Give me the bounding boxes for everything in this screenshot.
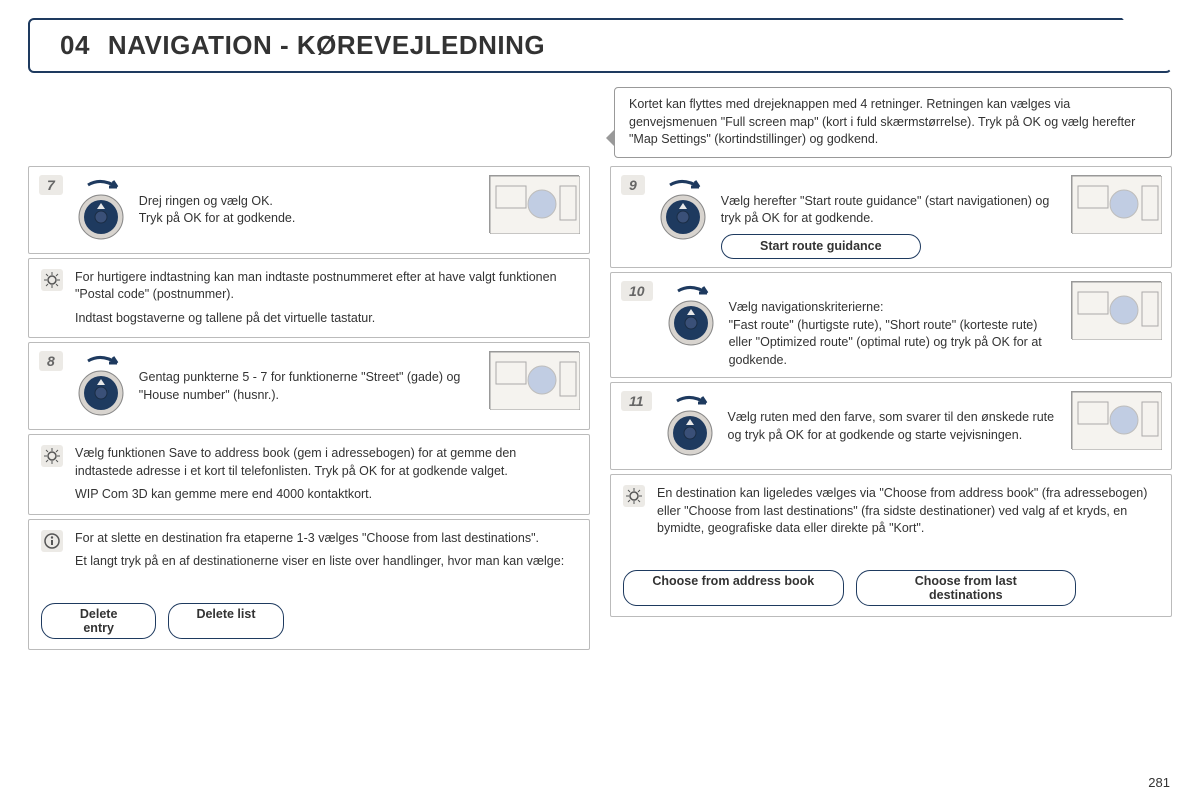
device-thumbnail [1071,281,1161,339]
step-number: 7 [39,175,63,195]
step-10: 10 Vælg navigationskriterierne: "Fast ro… [610,272,1172,378]
left-column: 7 Drej ringen og vælg OK. Tryk på OK for… [28,166,590,650]
section-number: 04 [60,30,90,60]
rotary-dial-icon [73,351,129,421]
device-thumbnail [1071,175,1161,233]
tip-text: En destination kan ligeledes vælges via … [657,485,1159,538]
tip-save-address: Vælg funktionen Save to address book (ge… [28,434,590,515]
choose-address-book-button[interactable]: Choose from address book [623,570,844,606]
section-title: NAVIGATION - KØREVEJLEDNING [108,30,545,60]
device-thumbnail [489,175,579,233]
device-thumbnail [1071,391,1161,449]
page-number: 281 [1148,775,1170,790]
delete-entry-button[interactable]: Delete entry [41,603,156,639]
rotary-dial-icon [73,175,129,245]
step-8: 8 Gentag punkterne 5 - 7 for funktionern… [28,342,590,430]
callout-box: Kortet kan flyttes med drejeknappen med … [614,87,1172,158]
step-text: Drej ringen og vælg OK. Tryk på OK for a… [139,175,479,228]
tip-text: For at slette en destination fra etapern… [75,530,564,571]
button-row: Choose from address book Choose from las… [623,558,1076,606]
step-text: Gentag punkterne 5 - 7 for funktionerne … [139,351,479,404]
step-7: 7 Drej ringen og vælg OK. Tryk på OK for… [28,166,590,254]
tip-choose-destination: En destination kan ligeledes vælges via … [610,474,1172,617]
main-columns: 7 Drej ringen og vælg OK. Tryk på OK for… [28,166,1172,650]
step-11: 11 Vælg ruten med den farve, som svarer … [610,382,1172,470]
device-thumbnail [489,351,579,409]
page-title: 04 NAVIGATION - KØREVEJLEDNING [60,30,1140,61]
title-banner: 04 NAVIGATION - KØREVEJLEDNING [28,18,1172,73]
button-row: Delete entry Delete list [41,591,284,639]
step-number: 10 [621,281,653,301]
info-icon [41,530,63,552]
step-number: 9 [621,175,645,195]
step-text: Vælg herefter "Start route guidance" (st… [721,175,1061,260]
delete-list-button[interactable]: Delete list [168,603,283,639]
callout-text: Kortet kan flyttes med drejeknappen med … [629,97,1135,146]
bulb-icon [41,269,63,291]
choose-last-destinations-button[interactable]: Choose from last destinations [856,570,1077,606]
right-column: 9 Vælg herefter "Start route guidance" (… [610,166,1172,650]
bulb-icon [41,445,63,467]
tip-text: For hurtigere indtastning kan man indtas… [75,269,577,328]
tip-postal-code: For hurtigere indtastning kan man indtas… [28,258,590,339]
step-number: 11 [621,391,652,411]
tip-text: Vælg funktionen Save to address book (ge… [75,445,577,504]
start-route-guidance-button[interactable]: Start route guidance [721,234,921,260]
step-text: Vælg ruten med den farve, som svarer til… [728,391,1061,444]
rotary-dial-icon [663,281,719,351]
tip-delete-destination: For at slette en destination fra etapern… [28,519,590,650]
bulb-icon [623,485,645,507]
step-9: 9 Vælg herefter "Start route guidance" (… [610,166,1172,269]
rotary-dial-icon [662,391,718,461]
step-number: 8 [39,351,63,371]
rotary-dial-icon [655,175,711,245]
step-text: Vælg navigationskriterierne: "Fast route… [729,281,1061,369]
